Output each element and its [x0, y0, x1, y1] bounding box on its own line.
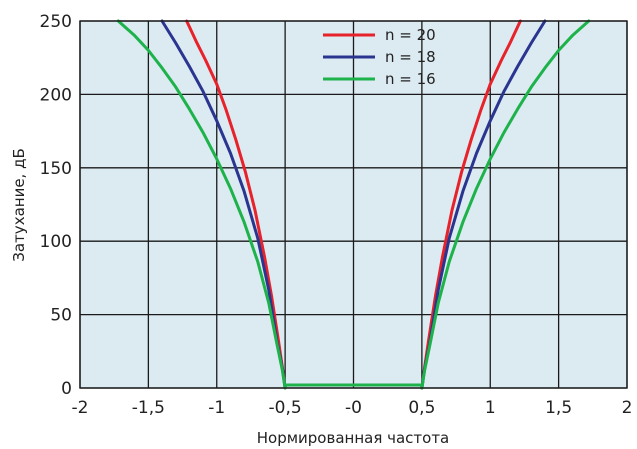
- x-tick-label: -2: [72, 398, 89, 418]
- x-tick-label: -0: [345, 398, 362, 418]
- y-tick-label: 100: [40, 232, 72, 252]
- y-tick-label: 200: [40, 85, 72, 105]
- y-tick-label: 50: [50, 306, 72, 326]
- x-tick-label: 2: [622, 398, 633, 418]
- legend-label-2: n = 18: [385, 48, 436, 66]
- legend-label-3: n = 16: [385, 70, 436, 88]
- y-tick-label: 0: [61, 379, 72, 399]
- y-axis-label: Затухание, дБ: [10, 148, 28, 261]
- series-line-3: [116, 19, 591, 390]
- x-axis-label: Нормированная частота: [257, 429, 450, 447]
- x-tick-label: -1,5: [132, 398, 165, 418]
- x-tick-label: 1,5: [545, 398, 572, 418]
- x-tick-label: 1: [485, 398, 496, 418]
- x-tick-label: 0,5: [408, 398, 435, 418]
- x-tick-label: -0,5: [269, 398, 302, 418]
- plot-border: [79, 20, 628, 389]
- y-tick-label: 250: [40, 12, 72, 32]
- y-tick-label: 150: [40, 159, 72, 179]
- x-tick-label: -1: [208, 398, 225, 418]
- legend-label-1: n = 20: [385, 26, 436, 44]
